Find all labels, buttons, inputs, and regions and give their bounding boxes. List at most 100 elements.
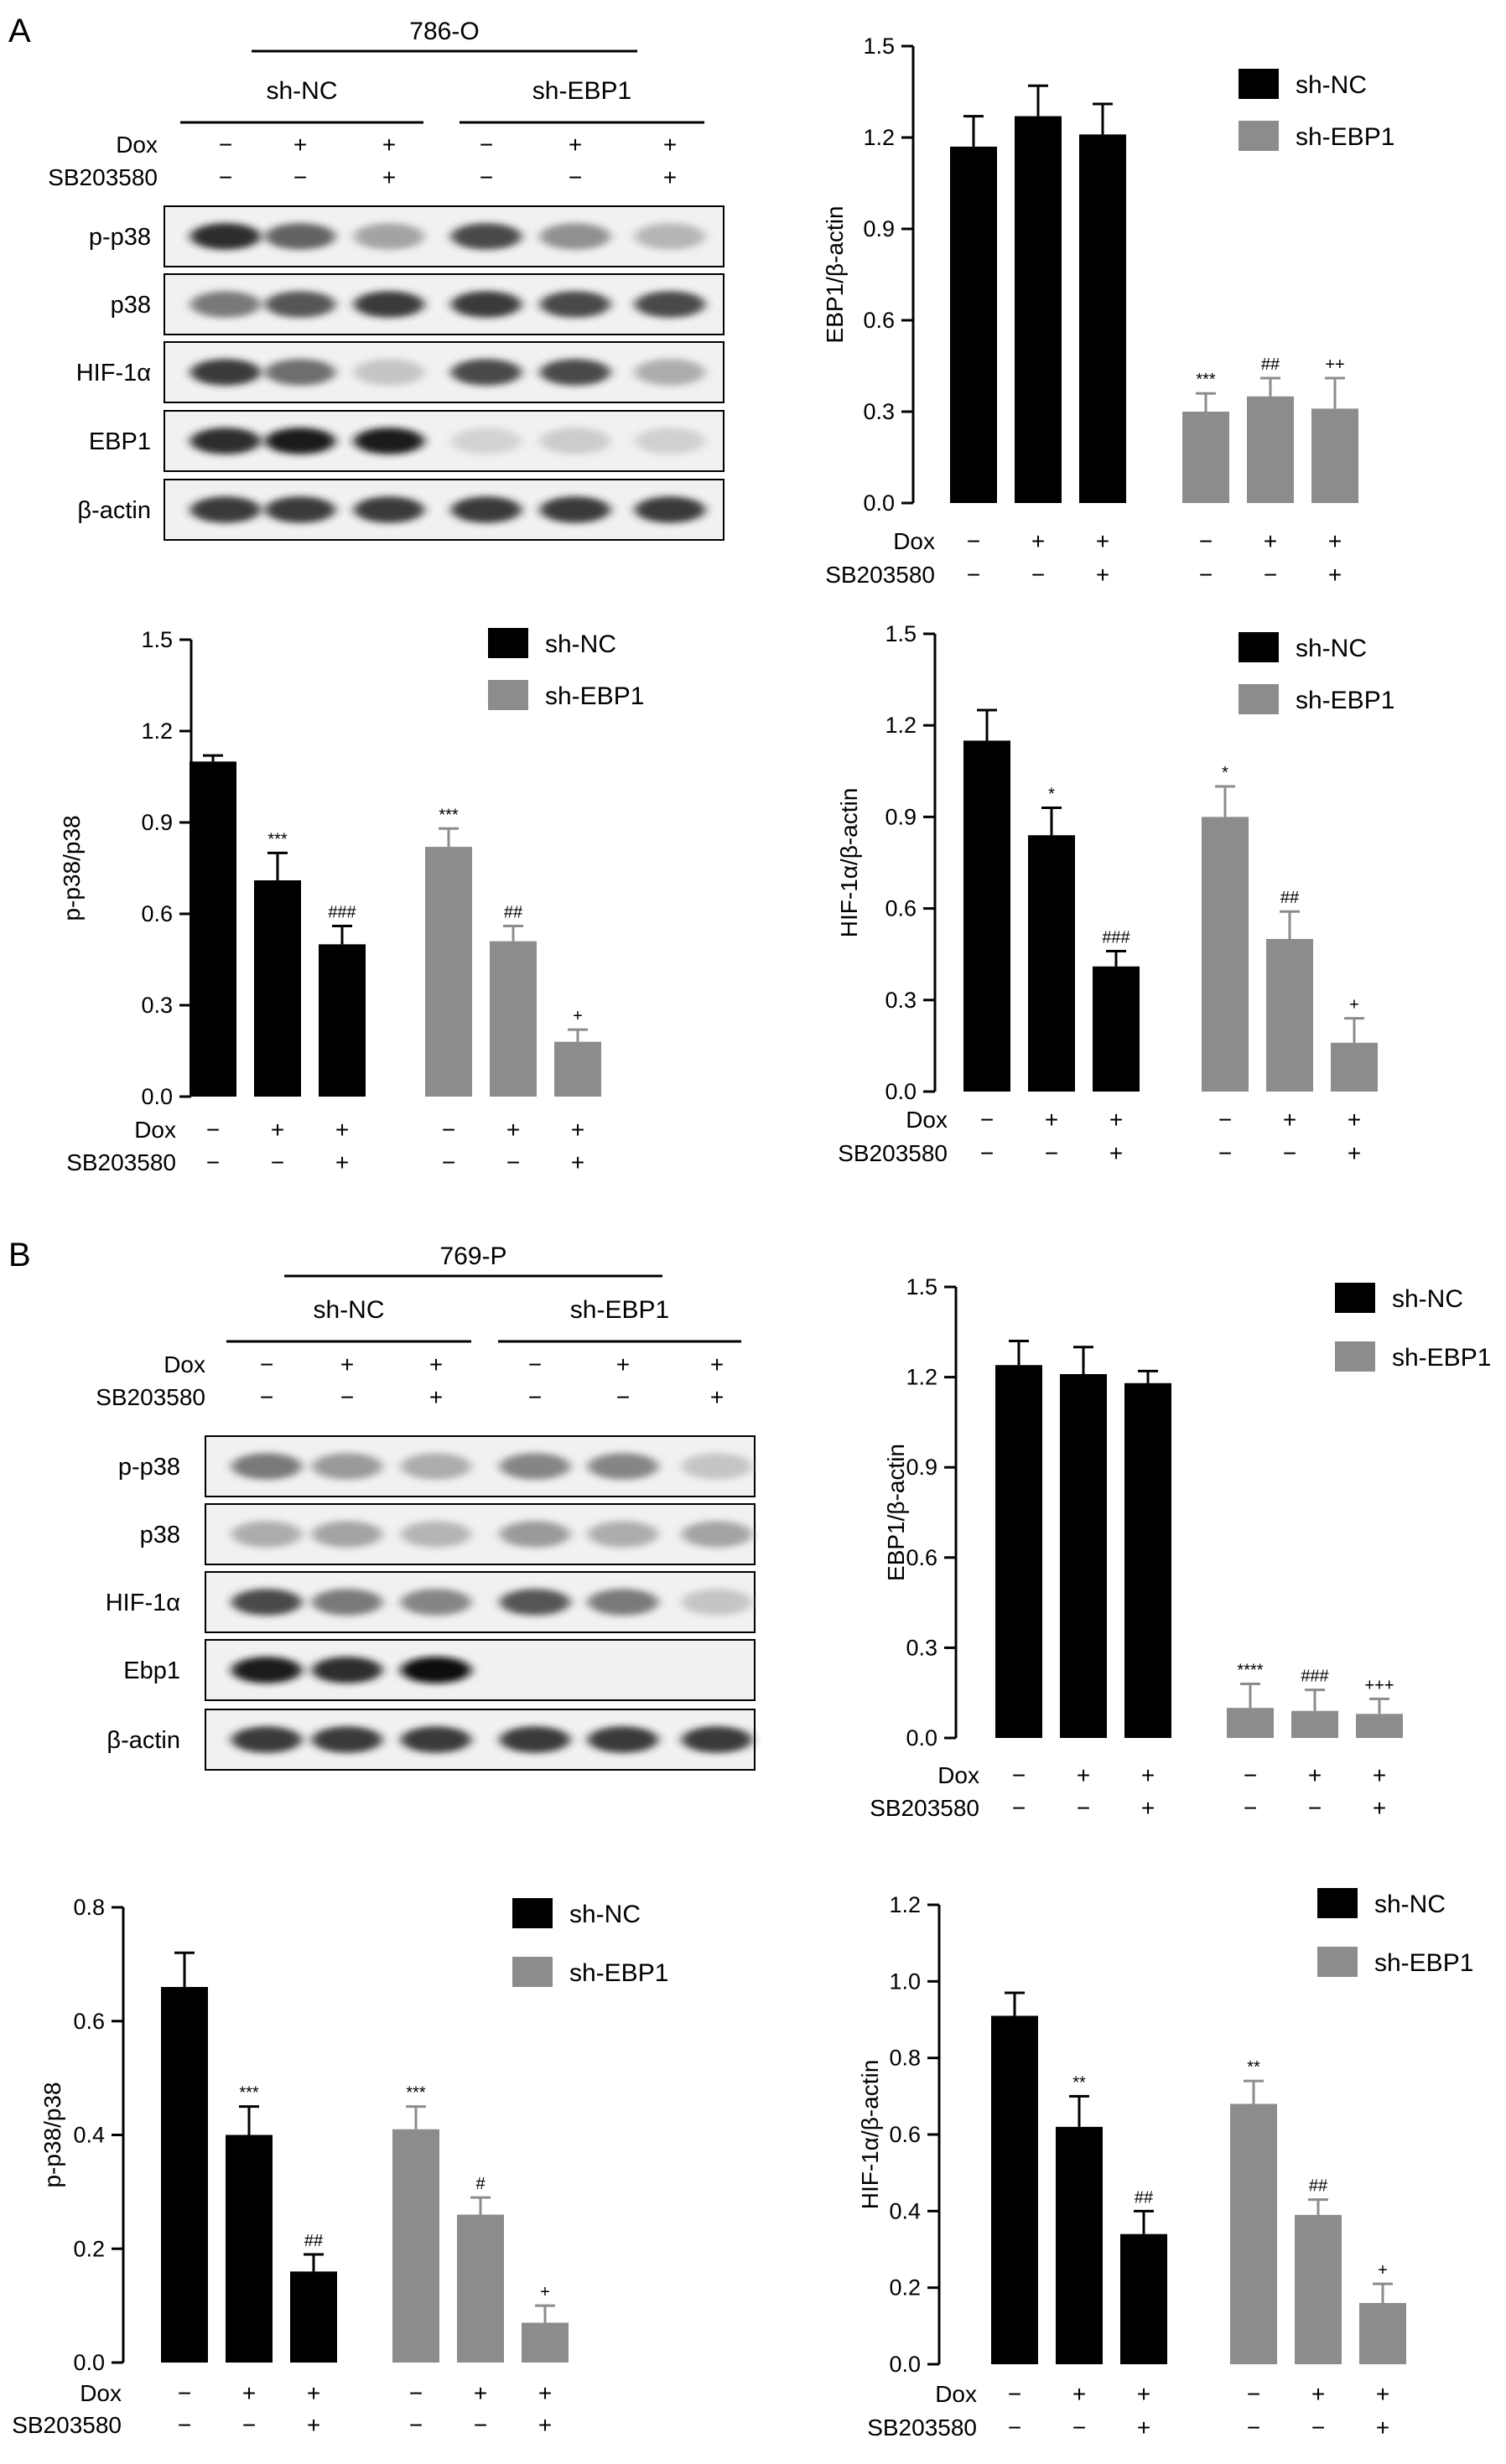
condition-sign: − <box>569 164 582 190</box>
significance-label: ++ <box>1325 355 1344 374</box>
bar <box>490 941 537 1097</box>
bar <box>1015 116 1062 504</box>
legend-swatch-sh-ebp1 <box>1317 1947 1358 1977</box>
significance-label: ### <box>1102 929 1130 947</box>
protein-band <box>231 1589 302 1616</box>
legend-swatch-sh-ebp1 <box>1335 1341 1375 1372</box>
blot-row-label: β-actin <box>106 1727 180 1754</box>
protein-band <box>231 1453 302 1480</box>
protein-band <box>540 359 610 386</box>
legend-swatch-sh-ebp1 <box>1239 684 1279 714</box>
panel-letter-a: A <box>8 13 31 49</box>
sb203580-sign: − <box>1045 1140 1058 1166</box>
bar <box>1247 396 1294 503</box>
legend-swatch-sh-nc <box>1317 1888 1358 1918</box>
protein-band <box>588 1521 658 1548</box>
chart-a-p-p38: 0.0 0.3 0.6 0.9 1.2 1.5 p-p38/p38 *** ### *** ## + s… <box>59 627 644 1175</box>
y-tick-label: 0.9 <box>141 810 173 835</box>
group-label: sh-EBP1 <box>532 77 631 105</box>
y-tick-label: 0.6 <box>885 896 917 921</box>
condition-sign: − <box>528 1351 542 1377</box>
protein-band <box>354 359 424 386</box>
sb203580-sign: − <box>442 1149 455 1175</box>
y-tick-label: 0.0 <box>906 1725 937 1751</box>
condition-sign: + <box>663 164 677 190</box>
condition-sign: − <box>340 1384 354 1410</box>
condition-label-dox: Dox <box>80 2380 122 2406</box>
dox-sign: + <box>1308 1762 1322 1788</box>
y-axis-label: HIF-1α/β-actin <box>857 2060 883 2210</box>
bar <box>1079 134 1126 503</box>
legend-label-sh-ebp1: sh-EBP1 <box>569 1959 668 1987</box>
y-tick-label: 0.0 <box>885 1079 917 1104</box>
significance-label: +++ <box>1364 1676 1394 1694</box>
protein-band <box>401 1521 471 1548</box>
protein-band <box>354 223 424 250</box>
blot-row-label: HIF-1α <box>76 360 151 386</box>
dox-sign: − <box>1218 1107 1232 1133</box>
sb203580-sign: + <box>335 1149 349 1175</box>
protein-band <box>401 1589 471 1616</box>
condition-label-sb203580: SB203580 <box>825 562 935 588</box>
y-tick-label: 0.9 <box>885 804 917 829</box>
dox-sign: − <box>178 2380 191 2406</box>
condition-label-sb203580: SB203580 <box>66 1149 176 1175</box>
significance-label: * <box>1048 785 1055 803</box>
dox-sign: + <box>1376 2381 1389 2407</box>
y-tick-label: 0.6 <box>141 901 173 926</box>
bar <box>254 880 301 1097</box>
condition-label-dox: Dox <box>134 1117 176 1143</box>
protein-band <box>682 1453 752 1480</box>
dox-sign: + <box>1328 528 1342 554</box>
dox-sign: − <box>442 1117 455 1143</box>
bar <box>1056 2126 1103 2364</box>
bar <box>1291 1710 1338 1738</box>
legend-label-sh-ebp1: sh-EBP1 <box>1392 1344 1491 1372</box>
y-tick-label: 1.5 <box>885 621 917 646</box>
condition-sign: + <box>569 132 582 158</box>
bar <box>1266 939 1313 1092</box>
significance-label: ## <box>1261 355 1280 374</box>
sb203580-sign: − <box>1077 1795 1090 1821</box>
cell-line-label: 786-O <box>409 18 479 45</box>
condition-sign: + <box>429 1351 443 1377</box>
protein-band <box>540 428 610 454</box>
y-tick-label: 0.6 <box>73 2009 105 2034</box>
y-tick-label: 0.0 <box>889 2352 921 2377</box>
bar <box>290 2271 337 2363</box>
sb203580-sign: − <box>409 2412 423 2438</box>
significance-label: ** <box>1247 2058 1260 2077</box>
bar <box>1124 1382 1171 1738</box>
dox-sign: − <box>980 1107 994 1133</box>
protein-band <box>265 428 335 454</box>
y-tick-label: 0.8 <box>73 1895 105 1920</box>
sb203580-sign: − <box>1072 2415 1086 2441</box>
y-tick-label: 0.3 <box>885 988 917 1013</box>
protein-band <box>401 1453 471 1480</box>
y-tick-label: 0.0 <box>141 1084 173 1109</box>
dox-sign: + <box>1348 1107 1361 1133</box>
dox-sign: − <box>1008 2381 1021 2407</box>
sb203580-sign: − <box>206 1149 220 1175</box>
bar <box>425 847 472 1097</box>
sb203580-sign: + <box>571 1149 584 1175</box>
dox-sign: − <box>1012 1762 1026 1788</box>
western-blot-panel-b: 769-P sh-NC sh-EBP1 Dox − + + − + + SB203580 − − + − − +… <box>96 1242 756 1771</box>
y-tick-label: 0.8 <box>889 2046 921 2071</box>
sb203580-sign: − <box>967 562 980 588</box>
significance-label: **** <box>1237 1661 1263 1679</box>
protein-band <box>682 1726 752 1753</box>
bar <box>1093 966 1140 1092</box>
condition-label-sb203580: SB203580 <box>870 1795 979 1821</box>
y-tick-label: 1.2 <box>141 718 173 744</box>
blot-row-label: Ebp1 <box>123 1657 180 1684</box>
dox-sign: + <box>242 2380 256 2406</box>
protein-band <box>540 291 610 318</box>
sb203580-sign: + <box>1096 562 1109 588</box>
bar <box>991 2015 1038 2364</box>
y-tick-label: 1.2 <box>889 1892 921 1917</box>
dox-sign: + <box>1264 528 1277 554</box>
dox-sign: + <box>1096 528 1109 554</box>
